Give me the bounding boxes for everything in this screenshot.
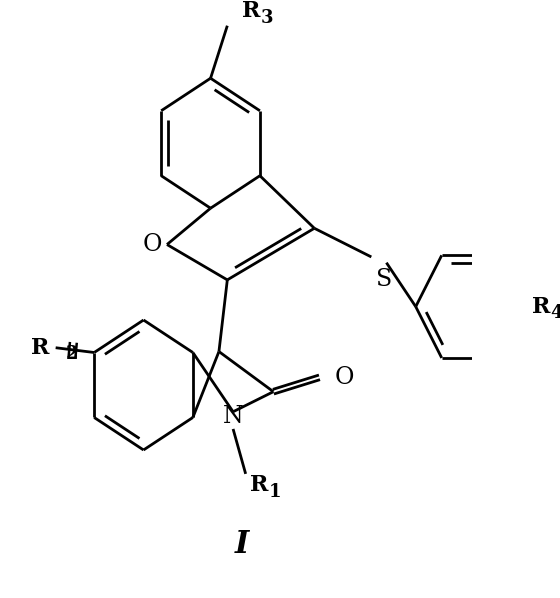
Text: I: I: [235, 529, 249, 560]
Text: 2: 2: [66, 346, 78, 364]
Text: N: N: [223, 405, 244, 428]
Text: R: R: [250, 474, 268, 496]
Text: R: R: [242, 1, 261, 22]
Text: 1: 1: [268, 483, 281, 501]
Text: R: R: [532, 295, 550, 318]
Text: O: O: [334, 366, 354, 389]
Text: 4: 4: [550, 304, 560, 322]
Text: S: S: [376, 269, 392, 291]
Text: 3: 3: [261, 9, 273, 27]
Text: R: R: [31, 337, 50, 359]
Text: O: O: [142, 233, 162, 256]
